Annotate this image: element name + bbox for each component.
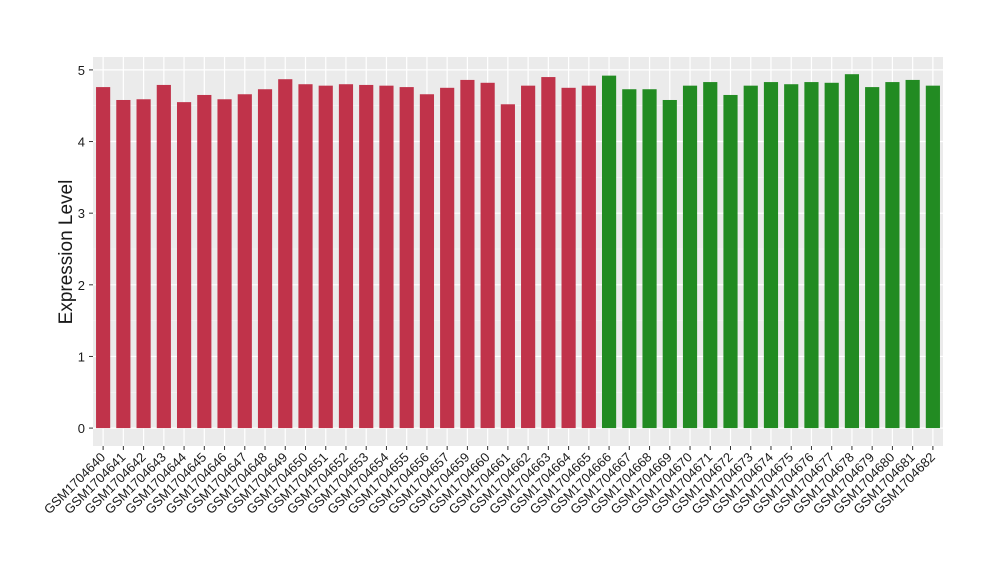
bar — [703, 82, 718, 429]
bar — [581, 85, 596, 429]
y-tick-label: 3 — [78, 206, 85, 221]
bar — [682, 85, 698, 429]
bar — [217, 99, 232, 429]
bar — [379, 85, 394, 429]
y-tick-label: 0 — [78, 421, 85, 436]
plot-panel — [93, 57, 943, 446]
bar — [925, 85, 940, 429]
bar — [622, 89, 637, 429]
bar — [865, 87, 880, 429]
y-tick-label: 4 — [78, 135, 85, 150]
bar — [642, 89, 657, 429]
bar — [541, 77, 556, 429]
bar — [318, 85, 333, 429]
bar — [561, 87, 576, 429]
bar — [96, 87, 111, 429]
bar — [480, 82, 495, 429]
bar — [278, 79, 293, 429]
bar — [662, 99, 677, 429]
bar — [521, 85, 536, 429]
bar — [440, 87, 455, 429]
y-tick-label: 2 — [78, 278, 85, 293]
bar — [763, 82, 779, 429]
bar — [743, 85, 758, 429]
bar — [824, 82, 839, 429]
bar — [116, 99, 131, 429]
bar — [905, 79, 920, 429]
bar — [804, 82, 819, 429]
bar — [257, 89, 273, 429]
y-tick-label: 1 — [78, 349, 85, 364]
bar — [885, 82, 900, 429]
bar — [723, 94, 738, 429]
bar — [176, 102, 192, 429]
bar — [460, 79, 475, 429]
bar — [298, 84, 313, 429]
bar — [601, 75, 617, 429]
bar — [844, 74, 860, 429]
bar — [136, 99, 151, 429]
bar — [399, 87, 414, 429]
bar — [156, 84, 171, 429]
bar — [500, 104, 515, 429]
y-tick-label: 5 — [78, 63, 85, 78]
bar — [197, 94, 212, 429]
bar — [419, 94, 435, 429]
bar — [338, 84, 354, 429]
bar — [359, 84, 374, 429]
y-axis-label: Expression Level — [56, 180, 77, 325]
bar — [237, 94, 252, 429]
bar — [784, 84, 799, 429]
